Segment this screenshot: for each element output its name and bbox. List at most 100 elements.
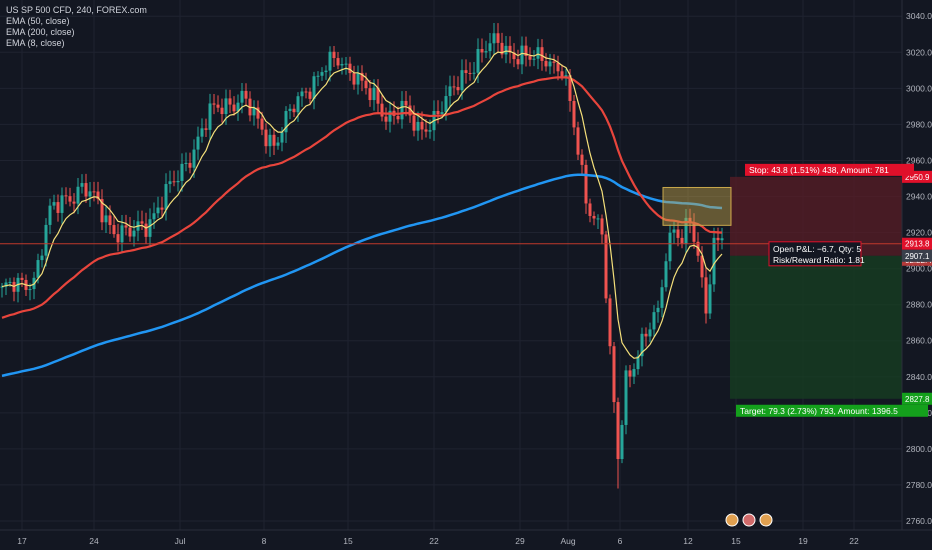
candle-body bbox=[592, 215, 596, 219]
indicator-ema50[interactable]: EMA (50, close) bbox=[6, 16, 70, 26]
candle-body bbox=[500, 42, 504, 55]
candle-body bbox=[340, 63, 344, 66]
candle-body bbox=[520, 45, 524, 65]
candle-body bbox=[416, 121, 420, 131]
candle-body bbox=[380, 103, 384, 117]
candle-body bbox=[648, 329, 652, 337]
candle-body bbox=[284, 111, 288, 133]
candle-body bbox=[264, 129, 268, 147]
y-tick-label: 2800.0 bbox=[906, 444, 932, 454]
candle-body bbox=[492, 33, 496, 44]
candle-body bbox=[368, 88, 372, 101]
candle-body bbox=[148, 219, 152, 237]
candle-body bbox=[600, 218, 604, 235]
indicator-ema8[interactable]: EMA (8, close) bbox=[6, 38, 65, 48]
ema8-line bbox=[1, 50, 723, 359]
candle-body bbox=[480, 49, 484, 53]
candle-body bbox=[672, 229, 676, 233]
chart-legend: US SP 500 CFD, 240, FOREX.com EMA (50, c… bbox=[6, 5, 147, 49]
candle-body bbox=[544, 60, 548, 67]
candle-body bbox=[280, 132, 284, 143]
y-tick-label: 2880.0 bbox=[906, 300, 932, 310]
candle-body bbox=[336, 58, 340, 66]
candle-body bbox=[272, 134, 276, 146]
x-tick-label: 12 bbox=[683, 536, 693, 546]
candle-body bbox=[404, 100, 408, 106]
candle-body bbox=[708, 284, 712, 314]
x-tick-label: 8 bbox=[262, 536, 267, 546]
candle-body bbox=[212, 103, 216, 105]
candle-body bbox=[348, 63, 352, 74]
candle-body bbox=[124, 225, 128, 228]
candle-body bbox=[564, 75, 568, 77]
y-tick-label: 3020.0 bbox=[906, 47, 932, 57]
candle-body bbox=[712, 237, 716, 285]
candle-body bbox=[720, 238, 724, 241]
candle-body bbox=[112, 225, 116, 235]
candle-body bbox=[128, 227, 132, 237]
candle-body bbox=[76, 186, 80, 204]
candle-body bbox=[580, 154, 584, 165]
candle-body bbox=[496, 33, 500, 43]
candle-body bbox=[28, 289, 32, 291]
x-tick-label: Aug bbox=[560, 536, 575, 546]
candle-body bbox=[116, 234, 120, 243]
candle-body bbox=[632, 369, 636, 377]
candle-body bbox=[232, 104, 236, 112]
candle-body bbox=[92, 191, 96, 193]
candle-body bbox=[636, 356, 640, 370]
y-tick-label: 2920.0 bbox=[906, 228, 932, 238]
candle-body bbox=[444, 96, 448, 113]
event-badge-icon bbox=[742, 513, 756, 527]
ema200-line bbox=[1, 173, 723, 378]
candle-body bbox=[536, 47, 540, 59]
candle-body bbox=[428, 130, 432, 132]
candle-body bbox=[120, 225, 124, 243]
x-tick-label: 24 bbox=[89, 536, 99, 546]
candle-body bbox=[668, 232, 672, 262]
candle-body bbox=[396, 115, 400, 120]
candle-body bbox=[440, 112, 444, 115]
x-tick-label: 15 bbox=[731, 536, 741, 546]
candle-body bbox=[96, 191, 100, 200]
candle-body bbox=[532, 58, 536, 60]
symbol-title[interactable]: US SP 500 CFD, 240, FOREX.com bbox=[6, 5, 147, 15]
candle-body bbox=[456, 87, 460, 91]
candle-body bbox=[460, 70, 464, 91]
candle-body bbox=[488, 43, 492, 52]
candle-body bbox=[540, 47, 544, 61]
candle-body bbox=[716, 237, 720, 241]
y-tick-label: 2940.0 bbox=[906, 191, 932, 201]
candle-body bbox=[20, 277, 24, 280]
candle-body bbox=[64, 195, 68, 197]
candle-body bbox=[60, 195, 64, 213]
y-tick-label: 2840.0 bbox=[906, 372, 932, 382]
candle-body bbox=[252, 107, 256, 116]
candle-body bbox=[576, 127, 580, 155]
candle-body bbox=[188, 162, 192, 168]
candle-body bbox=[172, 181, 176, 183]
candle-body bbox=[288, 108, 292, 112]
candle-body bbox=[244, 90, 248, 99]
candle-body bbox=[388, 110, 392, 122]
price-tag-label: 2907.1 bbox=[905, 252, 930, 261]
candle-body bbox=[300, 91, 304, 97]
candle-body bbox=[236, 102, 240, 112]
candle-body bbox=[296, 96, 300, 113]
candle-body bbox=[180, 163, 184, 181]
candle-body bbox=[676, 229, 680, 238]
candle-body bbox=[588, 203, 592, 216]
candle-body bbox=[216, 104, 220, 108]
candle-body bbox=[436, 110, 440, 115]
candle-body bbox=[376, 87, 380, 104]
candle-body bbox=[660, 287, 664, 308]
target-label: Target: 79.3 (2.73%) 793, Amount: 1396.5 bbox=[740, 406, 898, 416]
candle-body bbox=[508, 45, 512, 53]
candle-body bbox=[684, 217, 688, 244]
candle-body bbox=[484, 51, 488, 53]
candle-body bbox=[560, 71, 564, 77]
indicator-ema200[interactable]: EMA (200, close) bbox=[6, 27, 75, 37]
candle-body bbox=[208, 103, 212, 130]
